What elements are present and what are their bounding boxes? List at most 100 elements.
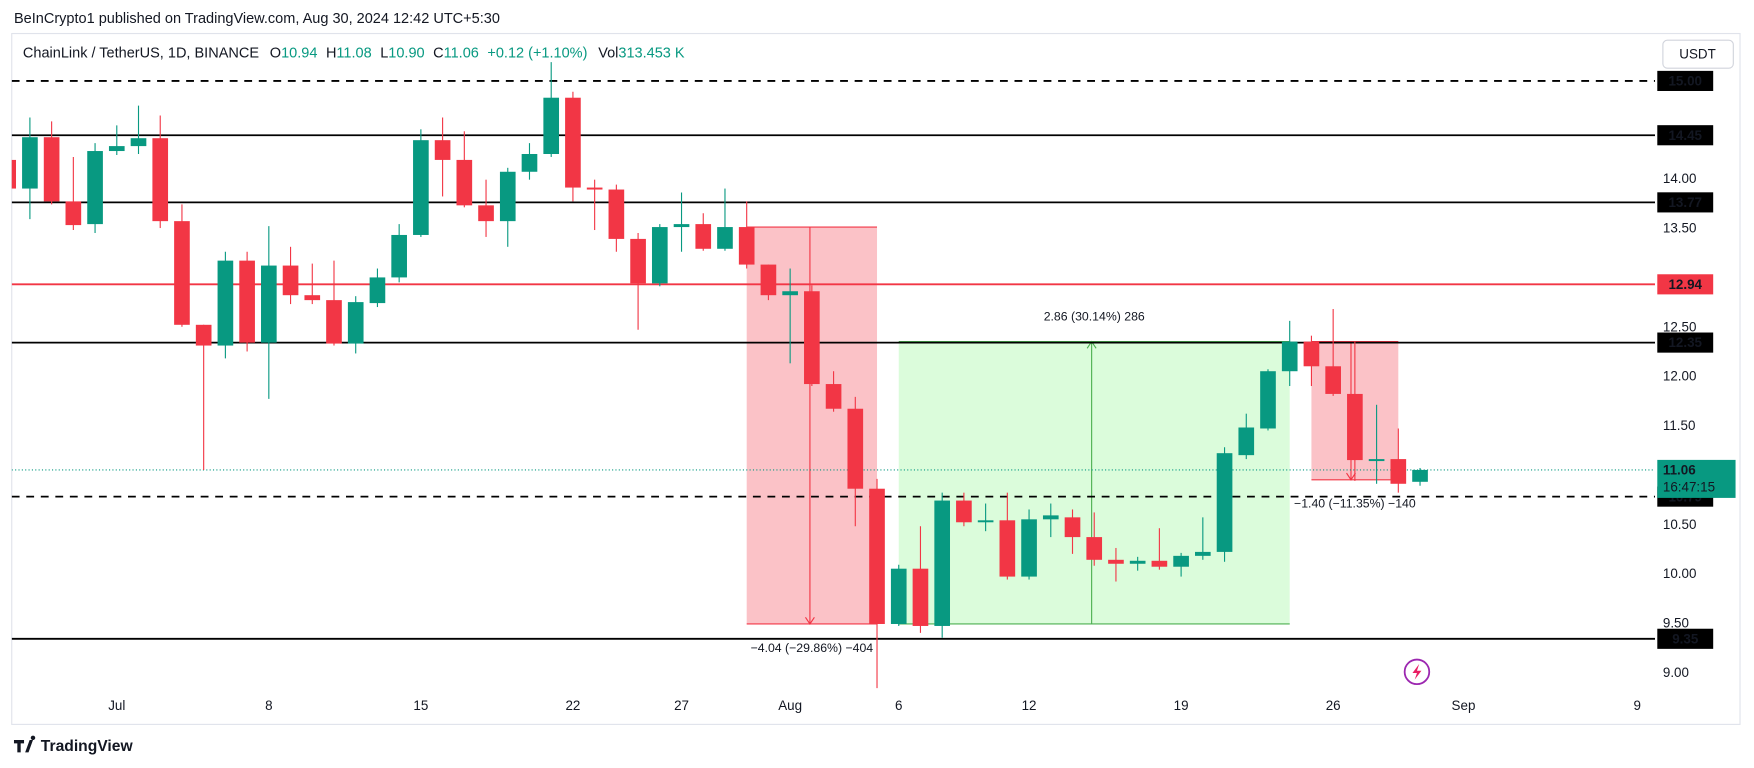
y-tick-label: 14.00 [1663, 171, 1697, 186]
candle-body [760, 264, 777, 296]
candle-body [565, 97, 581, 188]
plot-area [11, 62, 1656, 689]
candle-body [478, 205, 494, 222]
candle-body [608, 189, 625, 239]
candle-body [1347, 393, 1363, 461]
candle-body [782, 291, 798, 296]
candle-body [347, 302, 364, 344]
candle-body [1086, 537, 1103, 560]
candle-body [217, 260, 234, 346]
candle-body [956, 500, 972, 523]
y-tick-label: 12.50 [1663, 319, 1697, 334]
level-tag-label: 12.94 [1668, 277, 1702, 292]
candle-body [1390, 459, 1407, 484]
candle-body [11, 159, 17, 189]
candle-body [1173, 555, 1189, 567]
y-tick-label: 13.50 [1663, 221, 1697, 236]
legend-value: 11.06 [444, 46, 479, 62]
candle-body [1368, 459, 1385, 462]
x-tick-label: 19 [1174, 698, 1189, 713]
candle-body [152, 138, 169, 222]
brand-name: TradingView [41, 738, 134, 755]
level-tag [1657, 192, 1714, 213]
y-tick-label: 9.00 [1663, 665, 1689, 680]
candle-body [22, 137, 38, 189]
y-tick-label: 12.00 [1663, 369, 1697, 384]
candle-body [391, 234, 407, 278]
y-tick-label: 10.00 [1663, 566, 1697, 581]
y-tick-label: 9.50 [1663, 616, 1689, 631]
candle-body [174, 221, 190, 325]
candle-body [43, 137, 60, 202]
published-caption: BeInCrypto1 published on TradingView.com… [14, 11, 500, 27]
level-tag [1657, 70, 1714, 91]
candle-body [282, 265, 299, 296]
legend-value: 10.90 [388, 46, 424, 62]
candle-body [999, 520, 1016, 577]
candle-body [825, 384, 842, 409]
alert-icon [1403, 658, 1431, 686]
last-price-label: 11.06 [1663, 463, 1696, 478]
brand-logo [13, 735, 36, 753]
measure-label: −1.40 (−11.35%) −140 [1294, 497, 1416, 511]
x-tick-label: 26 [1326, 698, 1341, 713]
candle-body [304, 295, 321, 301]
y-tick-label: 11.50 [1663, 418, 1696, 433]
x-tick-label: 15 [413, 698, 428, 713]
candle-body [1325, 366, 1341, 394]
x-tick-label: 12 [1022, 698, 1037, 713]
x-tick-label: 9 [1634, 698, 1641, 713]
legend-key: C [433, 46, 443, 62]
candle-body [1303, 341, 1320, 367]
legend-value: 11.08 [336, 46, 371, 62]
candle-body [1238, 427, 1255, 456]
candle-body [87, 151, 103, 225]
candle-body [413, 140, 429, 235]
legend-key: H [326, 46, 336, 62]
level-tag-label: 12.35 [1668, 335, 1702, 350]
candle-body [1108, 559, 1124, 564]
candle-body [65, 201, 82, 226]
measure-label: −4.04 (−29.86%) −404 [751, 641, 874, 655]
candle-body [651, 227, 668, 284]
candle-body [977, 520, 994, 523]
candle-body [934, 500, 951, 626]
candle-body [1129, 560, 1146, 564]
legend-symbol: ChainLink / TetherUS, 1D, BINANCE [23, 46, 259, 62]
measure-arrowhead [1346, 472, 1356, 481]
currency-label[interactable]: USDT [1679, 46, 1716, 61]
candle-body [1412, 469, 1428, 482]
candle-body [543, 97, 560, 154]
candle-body [456, 159, 473, 206]
x-tick-label: 8 [265, 698, 272, 713]
countdown-label: 16:47:15 [1663, 479, 1715, 494]
x-tick-label: Sep [1452, 698, 1476, 713]
candle-body [1281, 341, 1298, 372]
candle-body [326, 300, 342, 344]
measure-arrowhead [804, 616, 815, 625]
legend-value: 10.94 [281, 46, 317, 62]
brand: TradingView [13, 735, 134, 755]
candle-body [195, 324, 212, 346]
x-tick-label: 22 [565, 698, 580, 713]
level-tag-label: 14.45 [1668, 128, 1702, 143]
level-tag [1657, 125, 1714, 146]
last-price-tag [1657, 459, 1736, 498]
candle-body [499, 171, 516, 222]
candle-body [630, 238, 646, 284]
legend: ChainLink / TetherUS, 1D, BINANCE O10.94… [23, 46, 685, 62]
chart-frame [11, 32, 1741, 725]
legend-key: O [270, 46, 281, 62]
alert-bolt [1412, 664, 1422, 680]
candle-body [1216, 453, 1233, 552]
candle-body [1260, 371, 1276, 429]
legend-key: L [380, 46, 388, 62]
legend-change: +0.12 (+1.10%) [487, 46, 587, 62]
x-tick-label: Jul [108, 698, 125, 713]
candle-body [1021, 519, 1037, 577]
currency-button[interactable] [1662, 39, 1734, 69]
candle-body [695, 224, 712, 249]
level-tag-label: 9.35 [1672, 631, 1699, 646]
